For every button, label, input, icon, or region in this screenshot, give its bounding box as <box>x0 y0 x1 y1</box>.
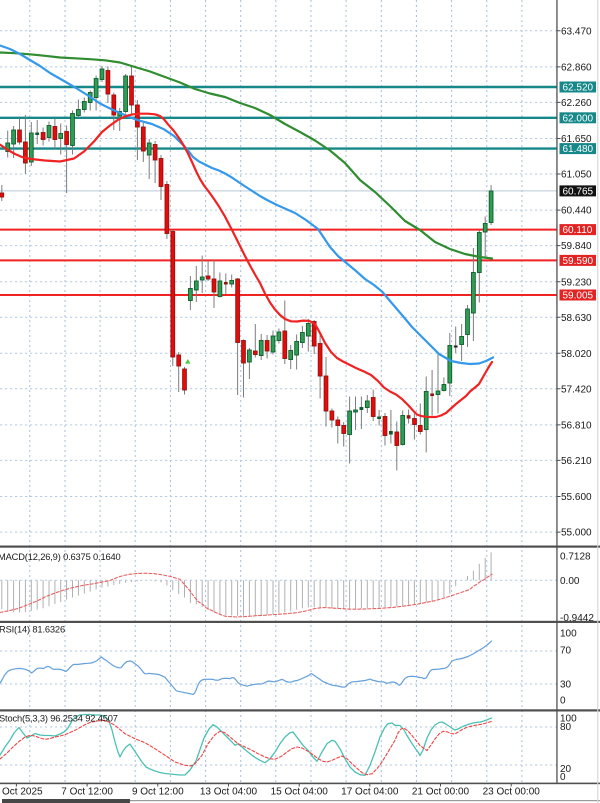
svg-text:61.050: 61.050 <box>561 170 592 181</box>
svg-text:13 Oct 04:00: 13 Oct 04:00 <box>200 787 258 798</box>
svg-text:56.810: 56.810 <box>561 421 592 432</box>
svg-text:-0.9442: -0.9442 <box>560 613 594 624</box>
svg-text:0: 0 <box>560 696 566 707</box>
svg-text:70: 70 <box>560 646 572 657</box>
svg-text:Oct 2025: Oct 2025 <box>2 787 43 798</box>
svg-text:63.470: 63.470 <box>561 26 592 37</box>
svg-text:55.600: 55.600 <box>561 492 592 503</box>
svg-text:57.420: 57.420 <box>561 384 592 395</box>
svg-text:60.110: 60.110 <box>563 225 593 236</box>
svg-text:59.840: 59.840 <box>561 241 592 252</box>
svg-text:61.650: 61.650 <box>561 134 592 145</box>
svg-text:23 Oct 00:00: 23 Oct 00:00 <box>483 787 541 798</box>
svg-text:9 Oct 12:00: 9 Oct 12:00 <box>132 787 184 798</box>
svg-text:62.000: 62.000 <box>563 113 594 124</box>
svg-text:100: 100 <box>560 629 577 640</box>
svg-text:Stoch(5,3,3) 96.2534 92.4507: Stoch(5,3,3) 96.2534 92.4507 <box>0 714 118 724</box>
svg-text:0: 0 <box>560 772 566 783</box>
svg-text:30: 30 <box>560 680 572 691</box>
svg-text:17 Oct 04:00: 17 Oct 04:00 <box>341 787 399 798</box>
svg-text:59.005: 59.005 <box>563 291 594 302</box>
svg-text:20: 20 <box>560 764 572 775</box>
svg-text:62.860: 62.860 <box>561 63 592 74</box>
svg-text:15 Oct 04:00: 15 Oct 04:00 <box>271 787 329 798</box>
svg-text:100: 100 <box>560 714 577 725</box>
svg-text:MACD(12,26,9) 0.6375 0.1640: MACD(12,26,9) 0.6375 0.1640 <box>0 552 121 562</box>
svg-text:0.7128: 0.7128 <box>560 552 591 563</box>
svg-text:58.020: 58.020 <box>561 349 592 360</box>
svg-text:21 Oct 00:00: 21 Oct 00:00 <box>412 787 470 798</box>
svg-text:59.230: 59.230 <box>561 277 592 288</box>
svg-text:7 Oct 12:00: 7 Oct 12:00 <box>61 787 113 798</box>
svg-text:RSI(14) 81.6326: RSI(14) 81.6326 <box>0 625 65 635</box>
svg-text:61.480: 61.480 <box>563 144 594 155</box>
svg-text:59.590: 59.590 <box>563 256 594 267</box>
svg-text:55.000: 55.000 <box>561 528 592 539</box>
svg-text:58.630: 58.630 <box>561 313 592 324</box>
svg-text:60.765: 60.765 <box>563 187 594 198</box>
svg-text:80: 80 <box>560 722 572 733</box>
svg-text:56.210: 56.210 <box>561 456 592 467</box>
svg-text:0.00: 0.00 <box>560 576 580 587</box>
svg-text:62.260: 62.260 <box>561 98 592 109</box>
svg-text:60.440: 60.440 <box>561 206 592 217</box>
svg-text:62.520: 62.520 <box>563 83 594 94</box>
